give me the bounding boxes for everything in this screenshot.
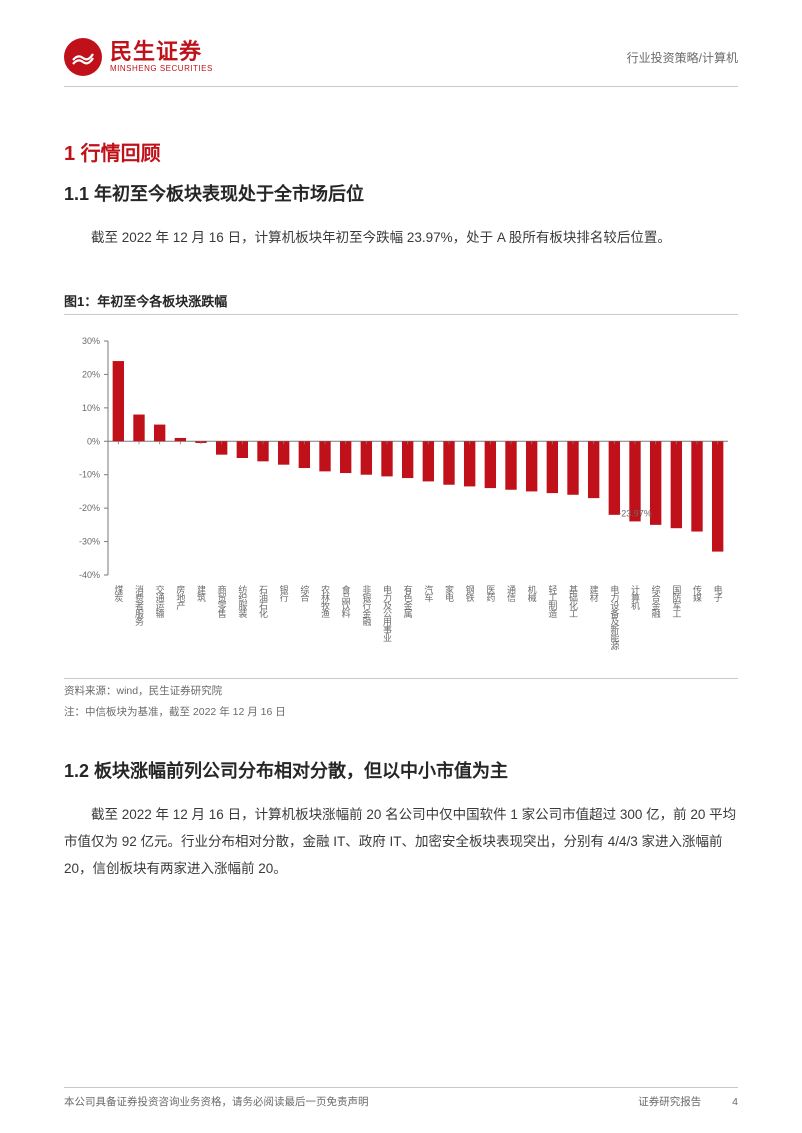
section-1-2-title: 1.2 板块涨幅前列公司分布相对分散，但以中小市值为主 [64, 757, 738, 783]
logo-name-en: MINSHENG SECURITIES [110, 65, 213, 73]
svg-text:交通运输: 交通运输 [155, 584, 165, 619]
svg-text:石油石化: 石油石化 [258, 585, 268, 619]
svg-text:-23.97%: -23.97% [618, 508, 652, 518]
footer-disclaimer: 本公司具备证券投资咨询业务资格，请务必阅读最后一页免责声明 [64, 1094, 369, 1109]
svg-text:农林牧渔: 农林牧渔 [320, 584, 330, 618]
svg-text:综合: 综合 [299, 584, 309, 603]
svg-text:商贸零售: 商贸零售 [217, 584, 227, 619]
svg-text:计算机: 计算机 [630, 584, 640, 611]
svg-text:银行: 银行 [279, 584, 289, 603]
svg-text:家电: 家电 [444, 584, 454, 602]
figure-1-chart: 30% 20% 10% 0% -10% -20% -30% -40% 煤炭 消费者服务 交通运输房地… [64, 314, 738, 679]
svg-text:轻工制造: 轻工制造 [547, 584, 557, 619]
svg-text:通信: 通信 [506, 585, 516, 603]
section-1-2-paragraph: 截至 2022 年 12 月 16 日，计算机板块涨幅前 20 名公司中仅中国软… [64, 801, 738, 882]
svg-text:综合金融: 综合金融 [651, 584, 661, 619]
svg-text:非银行金融: 非银行金融 [361, 584, 371, 627]
section-1-1-paragraph: 截至 2022 年 12 月 16 日，计算机板块年初至今跌幅 23.97%，处… [64, 224, 738, 251]
header-category: 行业投资策略/计算机 [627, 49, 738, 66]
svg-text:30%: 30% [82, 336, 100, 346]
svg-text:电力设备及新能源: 电力设备及新能源 [609, 584, 619, 651]
svg-text:电力及公用事业: 电力及公用事业 [382, 584, 392, 642]
svg-text:消费者服务: 消费者服务 [134, 584, 144, 627]
svg-text:-20%: -20% [79, 503, 100, 513]
page-footer: 本公司具备证券投资咨询业务资格，请务必阅读最后一页免责声明 证券研究报告 4 [0, 1087, 802, 1109]
svg-text:-40%: -40% [79, 570, 100, 580]
svg-text:机械: 机械 [527, 584, 537, 603]
logo-name-cn: 民生证券 [110, 41, 213, 63]
svg-text:纺织服装: 纺织服装 [237, 584, 247, 619]
svg-text:医药: 医药 [485, 585, 495, 603]
svg-text:食品饮料: 食品饮料 [341, 584, 351, 619]
svg-text:0%: 0% [87, 436, 100, 446]
svg-text:有色金属: 有色金属 [403, 584, 413, 619]
svg-text:汽车: 汽车 [423, 584, 433, 603]
svg-text:传媒: 传媒 [692, 584, 702, 603]
svg-text:房地产: 房地产 [175, 584, 185, 611]
logo-icon [64, 38, 102, 76]
svg-text:-30%: -30% [79, 537, 100, 547]
bar-chart-svg: 30% 20% 10% 0% -10% -20% -30% -40% 煤炭 消费者服务 交通运输房地… [64, 335, 736, 665]
figure-1-source-1: 资料来源：wind，民生证券研究院 [64, 683, 738, 700]
svg-text:煤炭: 煤炭 [113, 584, 123, 603]
section-1-title: 1 行情回顾 [64, 137, 738, 166]
svg-text:10%: 10% [82, 403, 100, 413]
page-number: 4 [732, 1096, 738, 1108]
footer-report-type: 证券研究报告 [638, 1096, 701, 1108]
svg-text:国防军工: 国防军工 [671, 585, 681, 617]
company-logo: 民生证券 MINSHENG SECURITIES [64, 38, 213, 76]
svg-text:建筑: 建筑 [196, 584, 206, 603]
section-1-1-title: 1.1 年初至今板块表现处于全市场后位 [64, 180, 738, 206]
svg-text:-10%: -10% [79, 470, 100, 480]
svg-text:基础化工: 基础化工 [568, 584, 578, 617]
svg-text:电子: 电子 [713, 584, 723, 602]
svg-text:20%: 20% [82, 369, 100, 379]
svg-text:钢铁: 钢铁 [465, 584, 475, 603]
figure-1-title: 图1：年初至今各板块涨跌幅 [64, 291, 738, 310]
svg-text:建材: 建材 [589, 584, 599, 602]
figure-1-source-2: 注：中信板块为基准，截至 2022 年 12 月 16 日 [64, 704, 738, 721]
page-header: 民生证券 MINSHENG SECURITIES 行业投资策略/计算机 [64, 38, 738, 87]
